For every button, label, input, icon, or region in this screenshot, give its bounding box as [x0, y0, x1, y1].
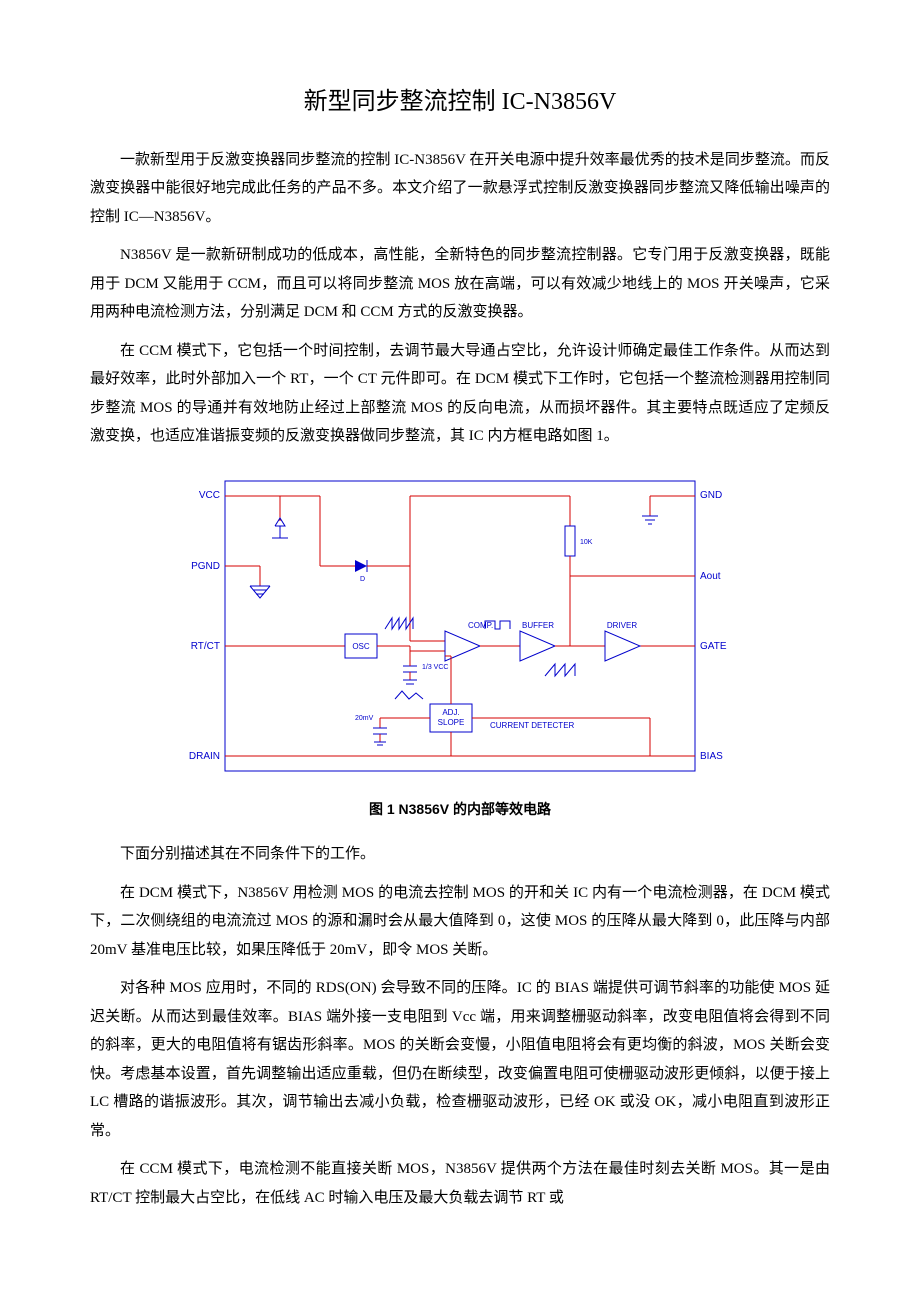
pin-aout-label: Aout [700, 571, 721, 582]
pin-rtct-label: RT/CT [191, 641, 220, 652]
paragraph-7: 在 CCM 模式下，电流检测不能直接关断 MOS，N3856V 提供两个方法在最… [90, 1155, 830, 1212]
buffer-label: BUFFER [522, 621, 554, 630]
r10k-label: 10K [580, 539, 593, 546]
circuit-diagram: VCC PGND RT/CT DRAIN GND Aout GATE BIAS … [150, 466, 770, 786]
pin-gnd-label: GND [700, 490, 722, 501]
pin-vcc-label: VCC [199, 490, 220, 501]
pin-pgnd-label: PGND [191, 561, 220, 572]
adjslope-label-1: ADJ. [442, 708, 459, 717]
v20mv-label: 20mV [355, 715, 374, 722]
paragraph-6: 对各种 MOS 应用时，不同的 RDS(ON) 会导致不同的压降。IC 的 BI… [90, 974, 830, 1145]
driver-label: DRIVER [607, 621, 637, 630]
current-detecter-label: CURRENT DETECTER [490, 721, 575, 730]
figure-1-caption: 图 1 N3856V 的内部等效电路 [90, 796, 830, 823]
paragraph-4: 下面分别描述其在不同条件下的工作。 [90, 840, 830, 869]
adjslope-label-2: SLOPE [438, 718, 465, 727]
pin-drain-label: DRAIN [189, 751, 220, 762]
figure-1: VCC PGND RT/CT DRAIN GND Aout GATE BIAS … [90, 466, 830, 786]
paragraph-1: 一款新型用于反激变换器同步整流的控制 IC-N3856V 在开关电源中提升效率最… [90, 146, 830, 232]
paragraph-5: 在 DCM 模式下，N3856V 用检测 MOS 的电流去控制 MOS 的开和关… [90, 879, 830, 965]
page-title: 新型同步整流控制 IC-N3856V [90, 80, 830, 126]
paragraph-3: 在 CCM 模式下，它包括一个时间控制，去调节最大导通占空比，允许设计师确定最佳… [90, 337, 830, 451]
pin-bias-label: BIAS [700, 751, 723, 762]
v13-label: 1/3 VCC [422, 664, 448, 671]
diode-label: D [360, 576, 365, 583]
paragraph-2: N3856V 是一款新研制成功的低成本，高性能，全新特色的同步整流控制器。它专门… [90, 241, 830, 327]
osc-label: OSC [352, 642, 370, 651]
pin-gate-label: GATE [700, 641, 727, 652]
comp-label: COMP. [468, 621, 493, 630]
